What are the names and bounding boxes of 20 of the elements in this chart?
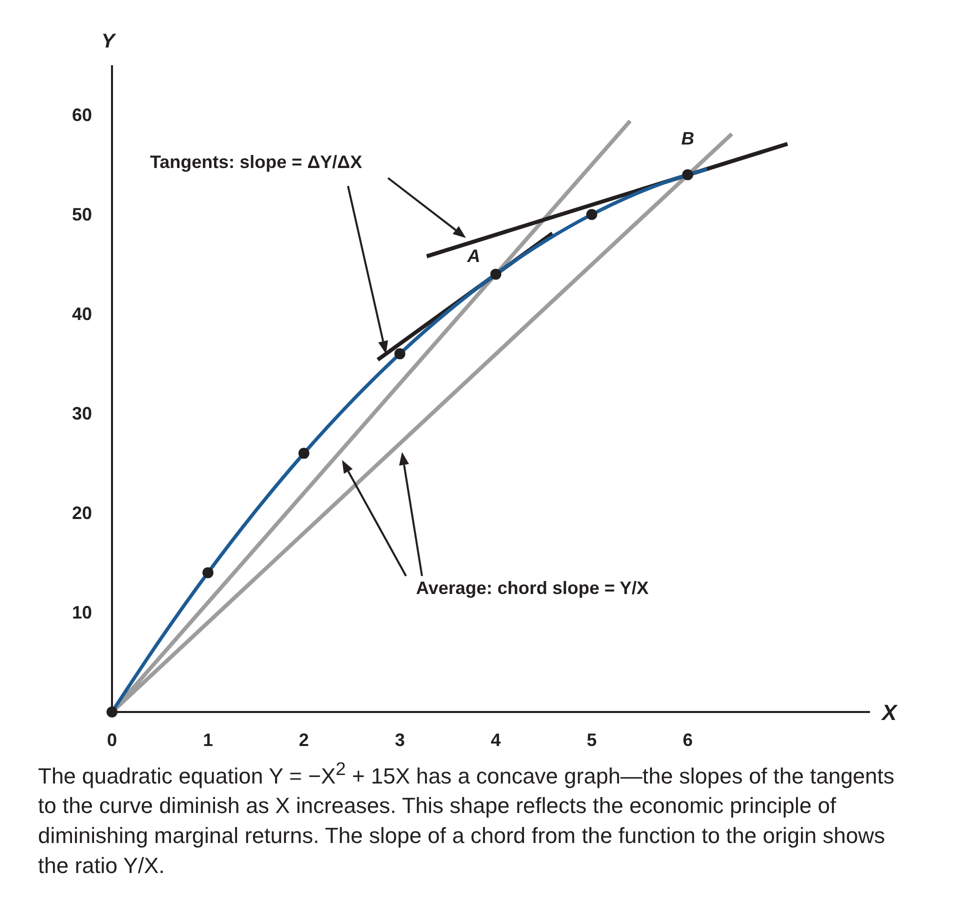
x-tick-label: 4	[490, 730, 501, 750]
y-tick-label: 30	[72, 404, 92, 424]
annotation: Tangents: slope = ΔY/ΔX	[150, 152, 362, 172]
x-tick-label: 0	[106, 730, 118, 750]
y-tick-label: 50	[72, 204, 92, 224]
y-tick-label: 10	[72, 602, 92, 622]
y-tick-label: 40	[72, 304, 92, 324]
x-tick-label: 6	[682, 730, 693, 750]
annotation: Average: chord slope = Y/X	[416, 578, 649, 598]
x-tick-label: 3	[394, 730, 405, 750]
x-axis-title: X	[880, 700, 898, 725]
y-axis-title: Y	[101, 30, 116, 52]
text: The quadratic equation Y = −X$^{2}$ + 15X has a concave graph—the slopes of the tangents to the curve diminish as X increases. This shape reflects the economic principle of diminishing marginal returns. The slope of a chord from the function to the origin shows the ratio Y/X.	[38, 757, 896, 880]
x-tick-label: 2	[298, 730, 309, 750]
annotation: A	[466, 246, 480, 266]
x-tick-label: 1	[202, 730, 213, 750]
y-tick-label: 60	[72, 105, 92, 125]
y-tick-label: 20	[72, 503, 92, 523]
x-tick-label: 5	[586, 730, 597, 750]
annotation: B	[681, 128, 694, 149]
